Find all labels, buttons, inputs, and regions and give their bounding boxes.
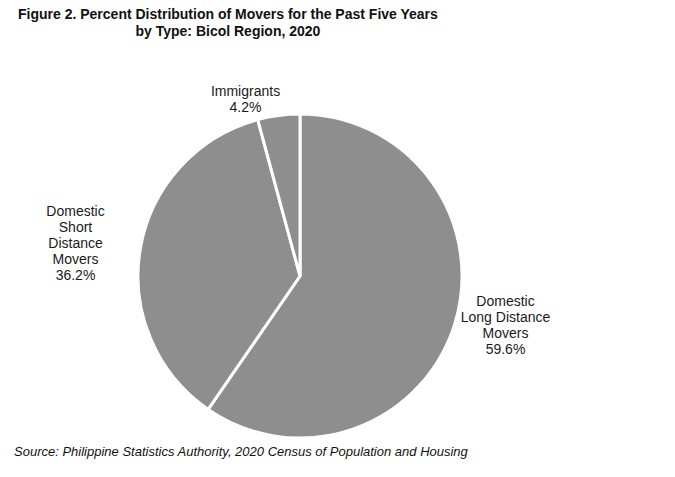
html-text:Source: Philippine Statistics: Source: Philippine Statistics Authority,…: [14, 444, 468, 459]
svg-text:DomesticLong DistanceMovers59.: DomesticLong DistanceMovers59.6%: [461, 293, 551, 357]
html-text:Figure 2. Percent Distribution: Figure 2. Percent Distribution of Movers…: [18, 6, 438, 39]
svg-text:DomesticShortDistanceMovers36.: DomesticShortDistanceMovers36.2%: [46, 203, 104, 283]
svg-text:Immigrants4.2%: Immigrants4.2%: [211, 83, 280, 115]
